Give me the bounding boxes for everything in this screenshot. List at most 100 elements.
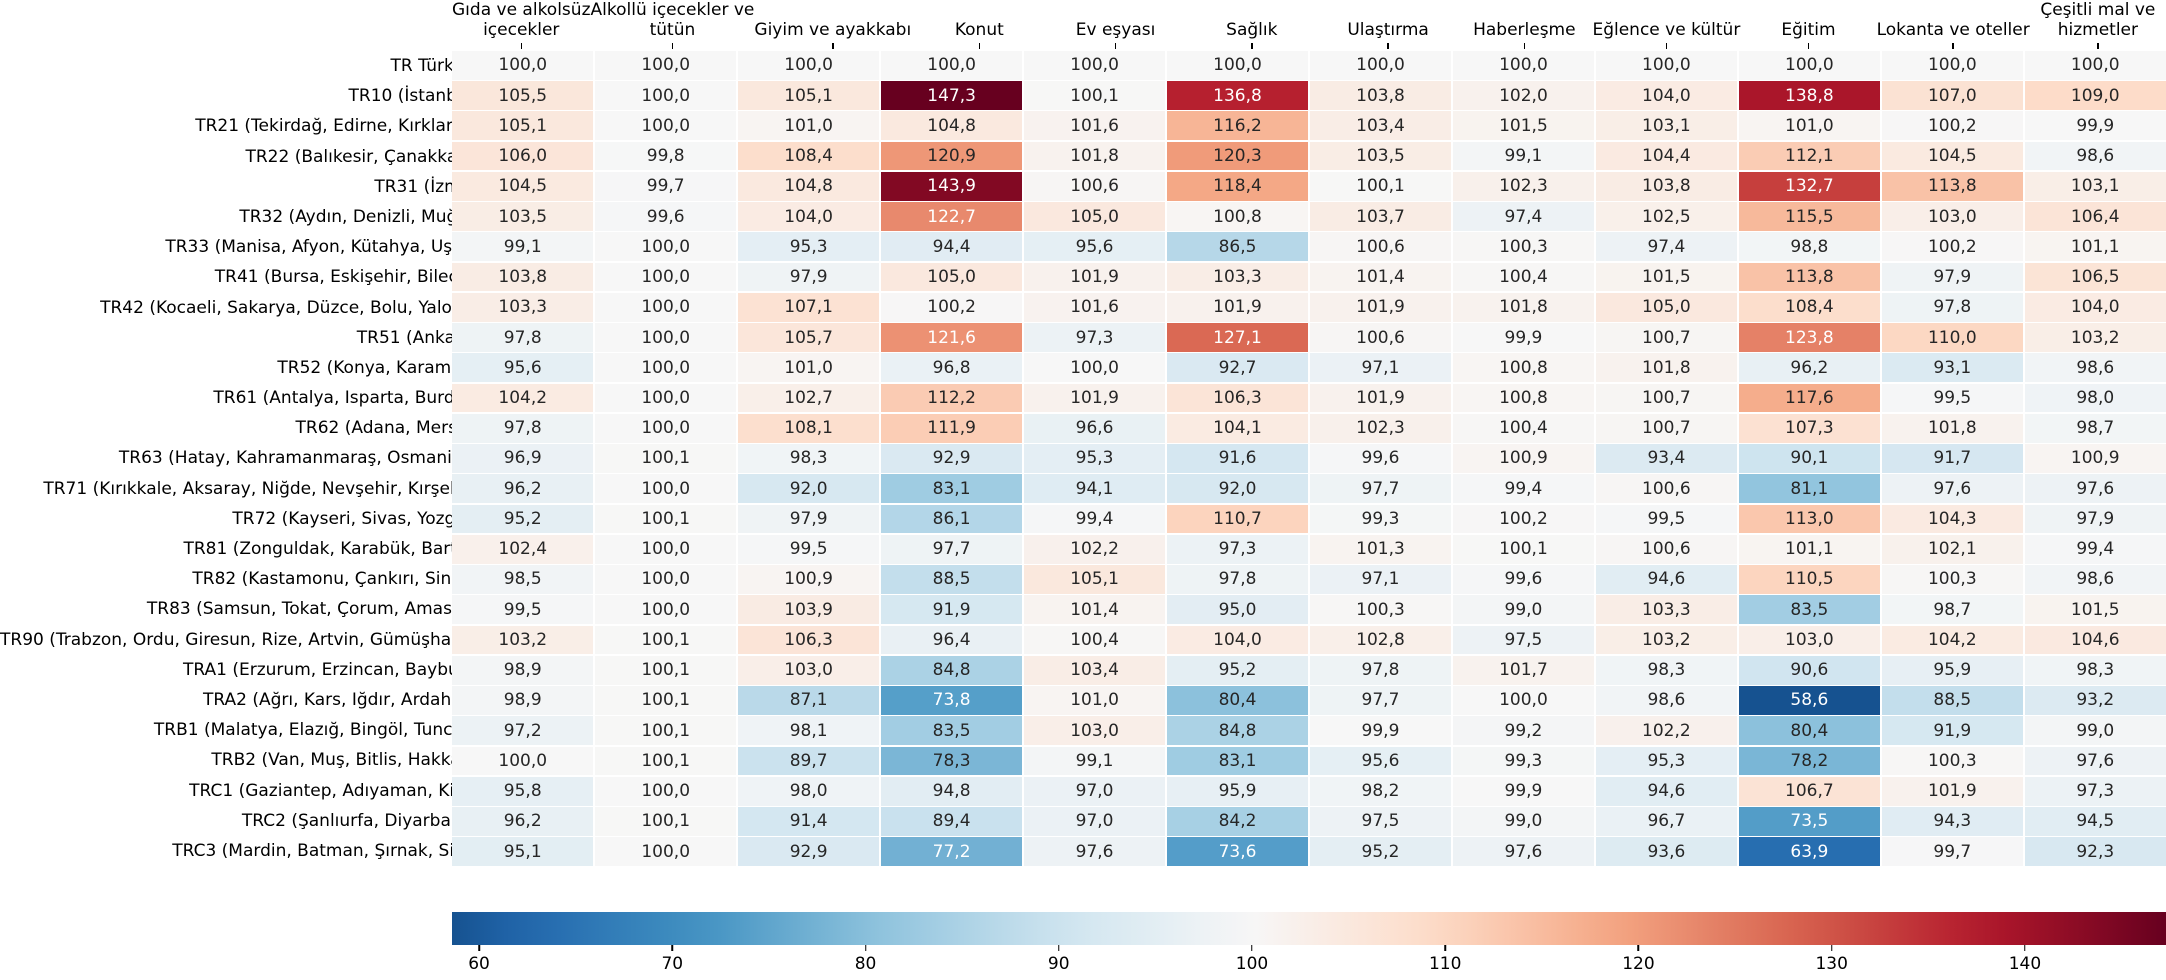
heatmap-cell: 104,4 bbox=[1595, 141, 1738, 171]
heatmap-cell: 100,0 bbox=[737, 51, 880, 80]
heatmap-cell: 99,0 bbox=[1452, 595, 1595, 625]
heatmap-cell: 97,1 bbox=[1309, 565, 1452, 594]
heatmap-cell: 132,7 bbox=[1738, 171, 1881, 201]
heatmap-cell: 103,1 bbox=[1595, 111, 1738, 141]
heatmap-cell: 106,0 bbox=[452, 141, 594, 171]
column-header-text: Sağlık bbox=[1226, 20, 1278, 40]
heatmap-cell: 113,8 bbox=[1738, 262, 1881, 292]
heatmap-cell: 94,6 bbox=[1595, 565, 1738, 594]
heatmap-cell: 99,3 bbox=[1309, 504, 1452, 534]
row-label-text: TR72 (Kayseri, Sivas, Yozgat) bbox=[232, 508, 480, 529]
row-label-text: TR82 (Kastamonu, Çankırı, Sinop) bbox=[192, 569, 480, 590]
heatmap-cell: 100,0 bbox=[1166, 51, 1309, 80]
heatmap-cell: 90,1 bbox=[1738, 444, 1881, 473]
heatmap-cell: 103,3 bbox=[1166, 262, 1309, 292]
heatmap-cell: 84,8 bbox=[880, 655, 1023, 685]
heatmap-cell: 88,5 bbox=[880, 565, 1023, 594]
colorbar-tick-label: 140 bbox=[2008, 954, 2042, 974]
row-label-text: TR51 (Ankara) bbox=[356, 327, 480, 348]
heatmap-cell: 106,5 bbox=[2024, 262, 2166, 292]
heatmap-cell: 94,6 bbox=[1595, 776, 1738, 806]
heatmap-cell: 101,9 bbox=[1023, 262, 1166, 292]
heatmap-cell: 103,8 bbox=[1309, 81, 1452, 110]
heatmap-cell: 77,2 bbox=[880, 837, 1023, 866]
heatmap-cell: 101,9 bbox=[1023, 383, 1166, 413]
heatmap-cell: 101,7 bbox=[1452, 655, 1595, 685]
heatmap-cell: 97,6 bbox=[1023, 837, 1166, 866]
heatmap-cell: 104,0 bbox=[2024, 292, 2166, 322]
heatmap-cell: 89,7 bbox=[737, 746, 880, 776]
heatmap-cell: 100,0 bbox=[594, 353, 737, 383]
column-header: Giyim ve ayakkabı bbox=[754, 0, 911, 53]
column-header-text: Konut bbox=[954, 20, 1004, 40]
heatmap-cell: 103,5 bbox=[452, 202, 594, 231]
heatmap-cell: 95,2 bbox=[452, 504, 594, 534]
heatmap-cell: 100,9 bbox=[737, 565, 880, 594]
heatmap-cell: 111,9 bbox=[880, 413, 1023, 443]
heatmap-cell: 99,7 bbox=[594, 171, 737, 201]
heatmap-cell: 100,0 bbox=[594, 111, 737, 141]
heatmap-cell: 105,1 bbox=[737, 81, 880, 110]
heatmap-cell: 118,4 bbox=[1166, 171, 1309, 201]
heatmap-cell: 97,6 bbox=[1881, 474, 2024, 504]
heatmap-cell: 100,6 bbox=[1023, 171, 1166, 201]
heatmap-cell: 98,6 bbox=[2024, 141, 2166, 171]
column-header: Ev eşyası bbox=[1047, 0, 1183, 53]
heatmap-cell: 101,1 bbox=[2024, 232, 2166, 262]
heatmap-cell: 98,5 bbox=[452, 565, 594, 594]
heatmap-cell: 100,2 bbox=[1881, 232, 2024, 262]
heatmap-cell: 100,0 bbox=[594, 837, 737, 866]
heatmap-cell: 104,5 bbox=[452, 171, 594, 201]
heatmap-cell: 97,9 bbox=[737, 504, 880, 534]
heatmap-cell: 103,7 bbox=[1309, 202, 1452, 231]
column-header-text: Giyim ve ayakkabı bbox=[754, 20, 912, 40]
heatmap-cell: 83,1 bbox=[1166, 746, 1309, 776]
heatmap-cell: 100,1 bbox=[594, 655, 737, 685]
heatmap-cell: 103,0 bbox=[1023, 716, 1166, 746]
heatmap-cell: 92,7 bbox=[1166, 353, 1309, 383]
row-label: TRC2 (Şanlıurfa, Diyarbakır) bbox=[0, 806, 493, 836]
heatmap-cell: 115,5 bbox=[1738, 202, 1881, 231]
heatmap-cell: 95,6 bbox=[1309, 746, 1452, 776]
heatmap-cell: 95,2 bbox=[1309, 837, 1452, 866]
row-label: TRC1 (Gaziantep, Adıyaman, Kilis) bbox=[0, 775, 493, 805]
heatmap-cell: 143,9 bbox=[880, 171, 1023, 201]
heatmap-cell: 101,9 bbox=[1309, 383, 1452, 413]
row-label: TR63 (Hatay, Kahramanmaraş, Osmaniye) bbox=[0, 443, 493, 473]
row-label: TR90 (Trabzon, Ordu, Giresun, Rize, Artv… bbox=[0, 625, 493, 655]
heatmap-cell: 92,3 bbox=[2024, 837, 2166, 866]
heatmap-cell: 91,9 bbox=[880, 595, 1023, 625]
heatmap-cell: 103,2 bbox=[1595, 625, 1738, 655]
heatmap-cell: 108,4 bbox=[1738, 292, 1881, 322]
heatmap-cell: 83,5 bbox=[1738, 595, 1881, 625]
colorbar-tick-label: 70 bbox=[661, 954, 684, 974]
heatmap-cell: 100,7 bbox=[1595, 413, 1738, 443]
heatmap-cell: 97,6 bbox=[2024, 746, 2166, 776]
heatmap-cell: 101,8 bbox=[1595, 353, 1738, 383]
heatmap-cell: 100,1 bbox=[1309, 171, 1452, 201]
x-axis-tick bbox=[1665, 43, 1668, 49]
heatmap-cell: 99,1 bbox=[452, 232, 594, 262]
heatmap-cell: 106,3 bbox=[737, 625, 880, 655]
heatmap-cell: 113,8 bbox=[1881, 171, 2024, 201]
heatmap-cell: 95,6 bbox=[1023, 232, 1166, 262]
heatmap-cell: 102,3 bbox=[1452, 171, 1595, 201]
heatmap-cell: 101,5 bbox=[1452, 111, 1595, 141]
heatmap-cell: 100,0 bbox=[594, 51, 737, 80]
heatmap-cell: 103,3 bbox=[452, 292, 594, 322]
heatmap-cell: 101,1 bbox=[1738, 534, 1881, 564]
heatmap-cell: 103,4 bbox=[1309, 111, 1452, 141]
colorbar-tick bbox=[864, 945, 867, 951]
column-header-text: Alkollü içecekler ve bbox=[590, 0, 755, 20]
heatmap-cell: 78,3 bbox=[880, 746, 1023, 776]
heatmap-cell: 136,8 bbox=[1166, 81, 1309, 110]
heatmap-cell: 99,1 bbox=[1023, 746, 1166, 776]
row-label: TR31 (İzmir) bbox=[0, 172, 493, 202]
row-label: TR Türkiye bbox=[0, 51, 493, 81]
colorbar-tick bbox=[1444, 945, 1446, 951]
heatmap-cell: 121,6 bbox=[880, 323, 1023, 352]
heatmap-cell: 103,1 bbox=[2024, 171, 2166, 201]
heatmap-cell: 101,9 bbox=[1881, 776, 2024, 806]
colorbar-tick-label: 130 bbox=[1815, 954, 1848, 974]
